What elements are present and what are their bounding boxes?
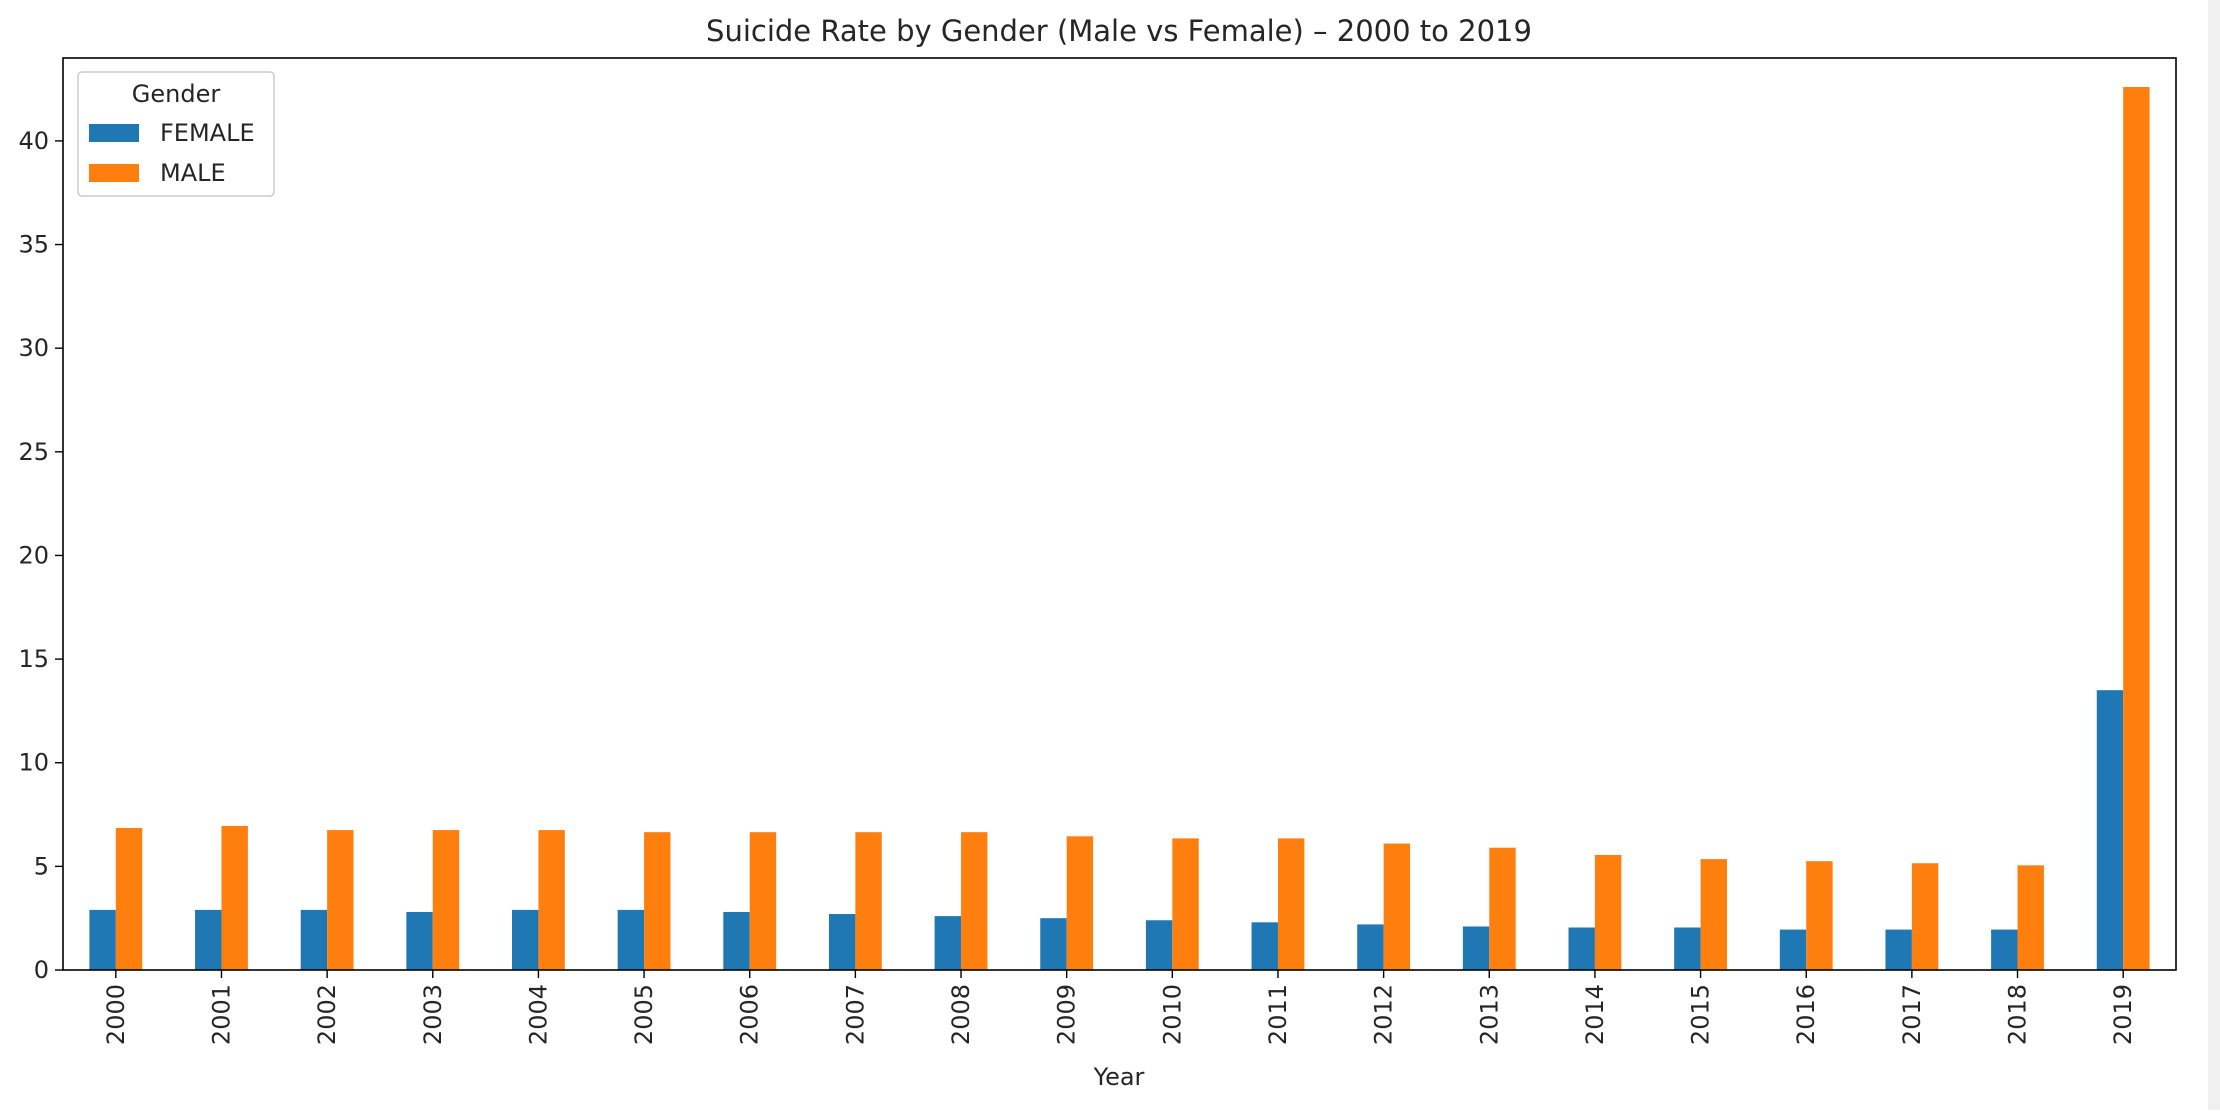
x-tick-label-2011: 2011 (1264, 984, 1292, 1045)
bar-female-2019 (2096, 690, 2124, 970)
bar-male-2007 (855, 832, 882, 970)
x-tick-label-2004: 2004 (524, 984, 552, 1045)
bar-male-2010 (1172, 838, 1199, 970)
y-tick-label-10: 10 (18, 749, 49, 777)
bar-female-2016 (1779, 929, 1807, 970)
bar-female-2003 (406, 911, 433, 970)
x-axis-label: Year (1093, 1063, 1145, 1091)
x-tick-label-2006: 2006 (736, 984, 764, 1045)
bar-male-2018 (2017, 865, 2044, 970)
x-tick-label-2009: 2009 (1053, 984, 1081, 1045)
bar-female-2008 (934, 916, 962, 970)
bar-female-2009 (1040, 918, 1067, 970)
bar-female-2005 (617, 909, 645, 970)
x-tick-label-2018: 2018 (2004, 984, 2032, 1045)
x-tick-label-2019: 2019 (2109, 984, 2137, 1045)
x-tick-label-2007: 2007 (841, 984, 869, 1045)
bar-male-2006 (749, 832, 777, 970)
bar-male-2017 (1911, 863, 1939, 970)
bar-female-2010 (1145, 920, 1173, 970)
bar-male-2003 (432, 830, 460, 970)
x-tick-label-2000: 2000 (102, 984, 130, 1045)
x-tick-label-2005: 2005 (630, 984, 658, 1045)
x-tick-label-2002: 2002 (313, 984, 341, 1045)
y-tick-label-30: 30 (18, 334, 49, 362)
bar-male-2000 (115, 828, 143, 970)
bar-female-2001 (195, 909, 222, 970)
legend-swatch-male (89, 164, 139, 182)
x-tick-label-2016: 2016 (1792, 984, 1820, 1045)
bar-male-2008 (961, 832, 988, 970)
bar-male-2004 (538, 830, 565, 970)
x-tick-label-2003: 2003 (419, 984, 447, 1045)
bar-female-2018 (1991, 929, 2018, 970)
bar-female-2013 (1462, 926, 1490, 970)
bar-female-2006 (723, 911, 750, 970)
bar-female-2014 (1568, 927, 1595, 970)
bar-male-2012 (1383, 843, 1411, 970)
y-tick-label-35: 35 (18, 231, 49, 259)
bar-male-2015 (1700, 859, 1727, 970)
bar-male-2019 (2123, 87, 2150, 970)
bar-female-2007 (828, 914, 856, 970)
x-tick-label-2015: 2015 (1687, 984, 1715, 1045)
bar-female-2011 (1251, 922, 1278, 970)
y-tick-label-25: 25 (18, 438, 49, 466)
bar-female-2000 (89, 909, 116, 970)
bar-female-2004 (512, 909, 539, 970)
plot-area: 2000 2001 2002 2003 2004 2005 2006 2007 2008 2009… (18, 57, 2177, 1045)
bar-male-2013 (1489, 847, 1516, 970)
legend-label-female: FEMALE (160, 119, 255, 147)
bar-female-2002 (300, 909, 328, 970)
x-tick-label-2010: 2010 (1158, 984, 1186, 1045)
legend-title: Gender (132, 80, 221, 108)
y-tick-label-20: 20 (18, 541, 49, 569)
scrollbar-strip (2208, 0, 2220, 1110)
legend-swatch-female (89, 124, 139, 142)
bar-female-2015 (1674, 927, 1701, 970)
bar-male-2005 (644, 832, 671, 970)
y-tick-label-40: 40 (18, 127, 49, 155)
x-tick-label-2014: 2014 (1581, 984, 1609, 1045)
bar-male-2016 (1806, 861, 1833, 970)
x-tick-label-2012: 2012 (1370, 984, 1398, 1045)
x-tick-label-2001: 2001 (207, 984, 235, 1045)
y-tick-label-5: 5 (34, 852, 49, 880)
legend-label-male: MALE (160, 159, 226, 187)
bar-male-2001 (221, 825, 248, 970)
x-tick-label-2017: 2017 (1898, 984, 1926, 1045)
plot-frame (62, 57, 2177, 971)
x-tick-label-2008: 2008 (947, 984, 975, 1045)
y-tick-label-0: 0 (34, 956, 49, 984)
legend: Gender FEMALE MALE (77, 71, 275, 197)
bar-male-2011 (1277, 838, 1305, 970)
bar-male-2002 (327, 830, 354, 970)
bar-male-2009 (1066, 836, 1094, 970)
x-tick-label-2013: 2013 (1475, 984, 1503, 1045)
chart-title: Suicide Rate by Gender (Male vs Female) … (706, 14, 1532, 48)
y-tick-label-15: 15 (18, 645, 49, 673)
bar-female-2012 (1357, 924, 1384, 970)
bar-female-2017 (1885, 929, 1912, 970)
bar-male-2014 (1594, 854, 1622, 970)
